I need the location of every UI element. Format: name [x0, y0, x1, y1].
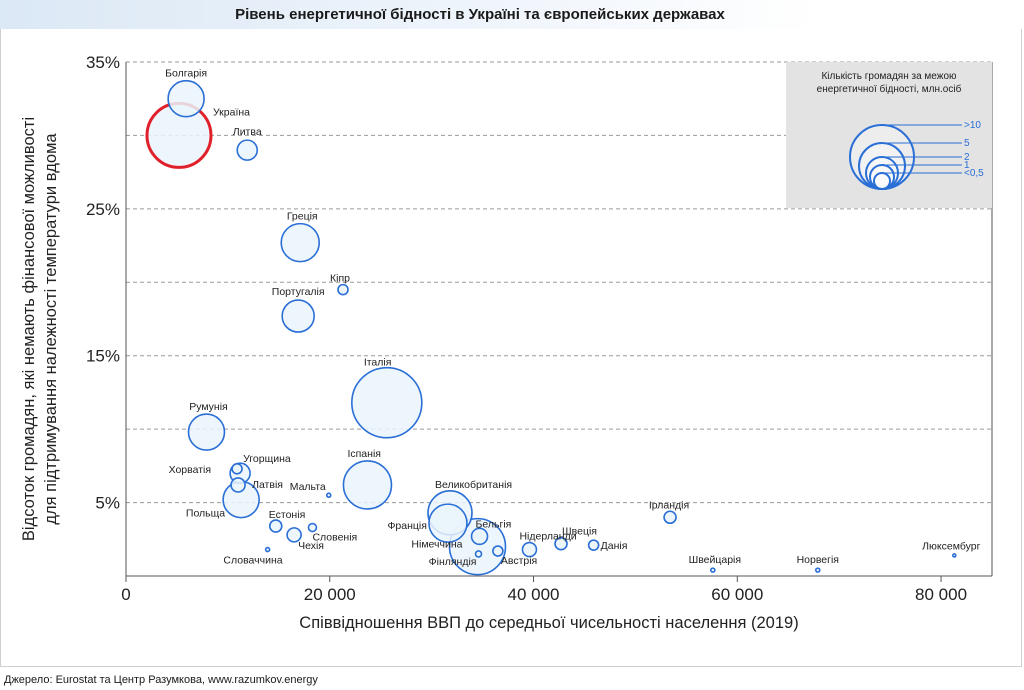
- label-Люксембург: Люксембург: [922, 540, 980, 552]
- x-tick-label: 20 000: [304, 585, 356, 604]
- bubble-Португалія: [281, 299, 315, 333]
- bubble-Бельгія: [470, 527, 489, 546]
- bubble-Швеція: [554, 536, 568, 551]
- bubble-Кіпр: [337, 283, 349, 296]
- bubble-Іспанія: [342, 460, 393, 510]
- axes: 0 20 000 40 000 60 000 80 000 5% 15% 25% 35% Спів…: [20, 53, 993, 632]
- source-note: Джерело: Eurostat та Центр Разумкова, ww…: [4, 674, 318, 686]
- label-Польща: Польща: [186, 508, 225, 520]
- y-axis-title-line-1: Відсоток громадян, які немають фінансово…: [20, 117, 38, 541]
- bubble-Швейцарія: [710, 567, 716, 573]
- bubble-chart: 0 20 000 40 000 60 000 80 000 5% 15% 25% 35% Спів…: [20, 53, 993, 632]
- label-Хорватія: Хорватія: [169, 464, 211, 476]
- label-Словенія: Словенія: [312, 532, 357, 544]
- label-Греція: Греція: [287, 211, 318, 223]
- legend-size-label: <0,5: [964, 168, 984, 179]
- label-Латвія: Латвія: [252, 479, 283, 491]
- bubble-Хорватія: [231, 462, 243, 475]
- bubble-Литва: [236, 139, 259, 161]
- legend: Кількість громадян за межоюенергетичної …: [786, 62, 992, 208]
- label-Норвегія: Норвегія: [797, 554, 839, 566]
- y-tick-label: 15%: [86, 347, 120, 366]
- label-Швеція: Швеція: [562, 526, 597, 538]
- x-axis-title: Співвідношення ВВП до середньої чисельно…: [299, 614, 798, 632]
- label-Бельгія: Бельгія: [476, 518, 512, 530]
- label-Україна: Україна: [213, 106, 250, 118]
- bubble-labels: Болгарія Україна Литва Греція Кіпр Португалія…: [165, 68, 980, 568]
- bubble-Словенія: [307, 522, 318, 533]
- label-Франція: Франція: [387, 520, 427, 532]
- bubble-Естонія: [268, 519, 283, 533]
- label-Болгарія: Болгарія: [165, 68, 207, 80]
- bubble-Чехія: [286, 527, 302, 543]
- bubble-Румунія: [187, 413, 226, 451]
- y-tick-label: 35%: [86, 53, 120, 72]
- bubble-Франція: [428, 503, 468, 543]
- label-Фінляндія: Фінляндія: [429, 556, 477, 568]
- y-axis-title-line-2: для підтримування належності температури…: [42, 133, 60, 525]
- title-band: [0, 0, 1022, 29]
- label-Іспанія: Іспанія: [347, 448, 381, 460]
- legend-size-label: 2: [964, 152, 970, 163]
- x-tick-label: 0: [121, 585, 130, 604]
- bubble-Австрія: [492, 545, 504, 557]
- label-Австрія: Австрія: [501, 555, 537, 567]
- legend-title-line-1: Кількість громадян за межою: [821, 71, 957, 82]
- label-Португалія: Португалія: [272, 286, 325, 298]
- bubble-Нідерланди: [521, 541, 538, 558]
- bubble-Італія: [351, 366, 423, 439]
- y-tick-label: 5%: [95, 494, 120, 513]
- label-Великобританія: Великобританія: [435, 479, 512, 491]
- bubble-Словаччина: [264, 546, 271, 553]
- label-Румунія: Румунія: [189, 401, 228, 413]
- bubble-Болгарія: [167, 79, 205, 118]
- legend-size-label: 1: [964, 160, 970, 171]
- x-tick-label: 80 000: [915, 585, 967, 604]
- bubble-Ірландія: [663, 510, 677, 525]
- label-Естонія: Естонія: [269, 509, 305, 521]
- bubble-Люксембург: [952, 553, 957, 558]
- bubble-Данія: [587, 539, 600, 551]
- label-Швейцарія: Швейцарія: [689, 554, 742, 566]
- bubble-Фінляндія: [474, 550, 483, 558]
- chart-title: Рівень енергетичної бідності в Україні т…: [235, 6, 725, 23]
- y-tick-label: 25%: [86, 200, 120, 219]
- bubble-Греція: [280, 222, 321, 263]
- x-tick-label: 40 000: [508, 585, 560, 604]
- bubble-Мальта: [325, 492, 332, 499]
- label-Ірландія: Ірландія: [649, 499, 689, 511]
- label-Нідерланди: Нідерланди: [519, 531, 576, 543]
- label-Угорщина: Угорщина: [243, 453, 291, 465]
- label-Німеччина: Німеччина: [411, 539, 462, 551]
- bubble-Латвія: [230, 477, 246, 493]
- label-Мальта: Мальта: [290, 481, 326, 493]
- x-tick-label: 60 000: [711, 585, 763, 604]
- legend-size-label: 5: [964, 138, 970, 149]
- label-Данія: Данія: [601, 540, 628, 552]
- label-Литва: Литва: [233, 126, 262, 138]
- label-Чехія: Чехія: [298, 540, 324, 552]
- legend-title-line-2: енергетичної бідності, млн.осіб: [817, 83, 962, 95]
- legend-size-label: >10: [964, 120, 981, 131]
- label-Словаччина: Словаччина: [223, 555, 282, 567]
- label-Італія: Італія: [364, 357, 392, 369]
- label-Кіпр: Кіпр: [330, 273, 350, 285]
- bubble-Норвегія: [814, 567, 821, 573]
- bubbles: [145, 79, 957, 576]
- legend-bubble: [873, 172, 891, 190]
